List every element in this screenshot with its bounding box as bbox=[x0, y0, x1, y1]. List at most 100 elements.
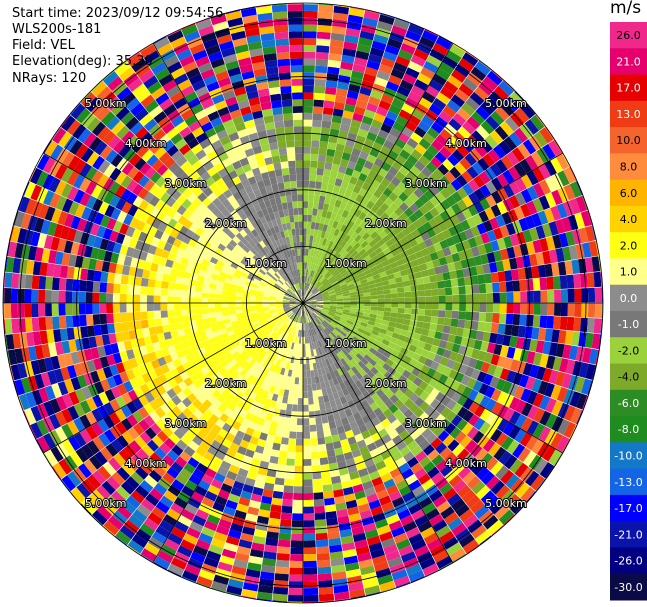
velocity-gate bbox=[479, 197, 491, 211]
velocity-gate bbox=[210, 321, 218, 328]
velocity-gate bbox=[467, 338, 476, 349]
velocity-gate bbox=[176, 391, 187, 402]
velocity-gate bbox=[371, 222, 380, 231]
velocity-gate bbox=[278, 374, 284, 382]
velocity-gate bbox=[70, 215, 81, 230]
velocity-gate bbox=[487, 149, 501, 163]
velocity-gate bbox=[345, 97, 358, 107]
velocity-gate bbox=[522, 229, 533, 243]
velocity-gate bbox=[437, 163, 450, 176]
velocity-gate bbox=[391, 526, 406, 538]
velocity-gate bbox=[411, 539, 427, 551]
velocity-gate bbox=[304, 309, 308, 317]
velocity-gate bbox=[461, 139, 475, 153]
velocity-gate bbox=[256, 591, 273, 601]
velocity-gate bbox=[462, 539, 479, 554]
velocity-gate bbox=[464, 153, 477, 166]
velocity-gate bbox=[530, 151, 544, 167]
velocity-gate bbox=[65, 315, 74, 328]
velocity-gate bbox=[342, 273, 350, 280]
velocity-gate bbox=[358, 248, 367, 256]
velocity-gate bbox=[316, 298, 324, 301]
velocity-gate bbox=[68, 339, 78, 353]
velocity-gate bbox=[423, 211, 434, 222]
velocity-gate bbox=[414, 126, 427, 138]
velocity-gate bbox=[269, 303, 276, 305]
velocity-gate bbox=[167, 303, 175, 311]
velocity-gate bbox=[427, 329, 436, 338]
velocity-gate bbox=[456, 199, 468, 211]
velocity-gate bbox=[306, 336, 310, 344]
velocity-gate bbox=[382, 362, 391, 372]
velocity-gate bbox=[535, 340, 545, 354]
velocity-gate bbox=[266, 531, 279, 540]
velocity-gate bbox=[228, 426, 239, 437]
velocity-gate bbox=[438, 221, 449, 232]
velocity-gate bbox=[384, 216, 394, 226]
velocity-gate bbox=[499, 101, 515, 117]
velocity-gate bbox=[50, 236, 61, 251]
velocity-gate bbox=[307, 315, 311, 323]
velocity-gate bbox=[303, 167, 310, 175]
velocity-gate bbox=[307, 284, 312, 291]
velocity-gate bbox=[278, 345, 284, 353]
velocity-gate bbox=[465, 294, 473, 303]
velocity-gate bbox=[582, 195, 589, 210]
velocity-gate bbox=[189, 424, 201, 435]
velocity-gate bbox=[351, 348, 359, 356]
velocity-gate bbox=[327, 414, 335, 423]
velocity-gate bbox=[269, 307, 277, 311]
velocity-gate bbox=[143, 517, 159, 531]
velocity-gate bbox=[226, 585, 243, 596]
velocity-gate bbox=[438, 310, 446, 318]
velocity-gate bbox=[313, 257, 318, 265]
velocity-gate bbox=[267, 377, 274, 386]
velocity-gate bbox=[324, 254, 331, 262]
velocity-gate bbox=[381, 501, 395, 513]
velocity-gate bbox=[237, 357, 246, 366]
velocity-gate bbox=[272, 365, 279, 373]
velocity-gate bbox=[282, 304, 290, 307]
velocity-gate bbox=[547, 289, 555, 303]
velocity-gate bbox=[341, 286, 349, 291]
velocity-gate bbox=[321, 120, 332, 129]
velocity-gate bbox=[433, 550, 449, 563]
velocity-gate bbox=[327, 287, 334, 292]
velocity-gate bbox=[401, 419, 413, 430]
velocity-gate bbox=[104, 389, 116, 402]
velocity-gate bbox=[442, 271, 451, 281]
velocity-gate bbox=[457, 319, 466, 329]
velocity-gate bbox=[180, 539, 196, 552]
velocity-gate bbox=[68, 254, 77, 267]
velocity-gate bbox=[270, 290, 278, 295]
velocity-gate bbox=[262, 558, 276, 567]
velocity-gate bbox=[257, 584, 274, 594]
velocity-gate bbox=[537, 327, 547, 341]
velocity-gate bbox=[125, 369, 136, 381]
velocity-gate bbox=[171, 336, 181, 345]
velocity-gate bbox=[249, 308, 256, 312]
velocity-gate bbox=[111, 439, 124, 453]
velocity-gate bbox=[338, 248, 346, 256]
velocity-gate bbox=[320, 252, 325, 260]
velocity-gate bbox=[384, 303, 392, 308]
velocity-gate bbox=[315, 250, 320, 258]
velocity-gate bbox=[312, 271, 317, 279]
velocity-gate bbox=[333, 584, 349, 594]
velocity-gate bbox=[244, 319, 253, 325]
velocity-gate bbox=[222, 371, 231, 380]
velocity-gate bbox=[292, 363, 297, 371]
velocity-gate bbox=[315, 281, 321, 288]
velocity-gate bbox=[342, 290, 350, 295]
velocity-gate bbox=[341, 313, 349, 318]
velocity-gate bbox=[374, 247, 383, 255]
velocity-gate bbox=[513, 303, 521, 314]
velocity-gate bbox=[434, 116, 448, 129]
velocity-gate bbox=[309, 301, 317, 303]
velocity-gate bbox=[65, 291, 73, 303]
velocity-gate bbox=[335, 311, 343, 316]
velocity-gate bbox=[213, 371, 223, 381]
velocity-gate bbox=[388, 192, 399, 202]
velocity-gate bbox=[307, 269, 310, 277]
velocity-gate bbox=[246, 322, 254, 328]
